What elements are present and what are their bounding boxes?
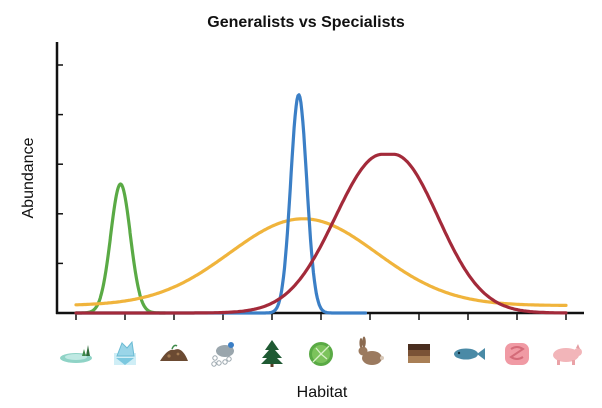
series-line-2 bbox=[74, 217, 568, 307]
soil-layers-icon bbox=[408, 344, 430, 363]
x-axis-label: Habitat bbox=[297, 384, 348, 401]
pine-tree-icon bbox=[261, 340, 283, 367]
series-line-3 bbox=[74, 93, 368, 315]
chart-title: Generalists vs Specialists bbox=[207, 14, 405, 31]
soil-mound-icon bbox=[160, 344, 188, 361]
water-droplets-icon bbox=[211, 342, 234, 367]
fish-icon bbox=[454, 348, 485, 360]
habitat-icons bbox=[60, 336, 582, 367]
cabbage-leaf-icon bbox=[309, 342, 333, 366]
intestine-icon bbox=[505, 343, 529, 365]
pond-icon bbox=[60, 345, 92, 363]
rabbit-icon bbox=[358, 336, 384, 365]
iceberg-icon bbox=[114, 340, 136, 365]
series-layer bbox=[74, 93, 568, 315]
series-line-4 bbox=[74, 152, 568, 315]
pig-icon bbox=[553, 344, 582, 365]
y-axis-label: Abundance bbox=[20, 137, 37, 218]
